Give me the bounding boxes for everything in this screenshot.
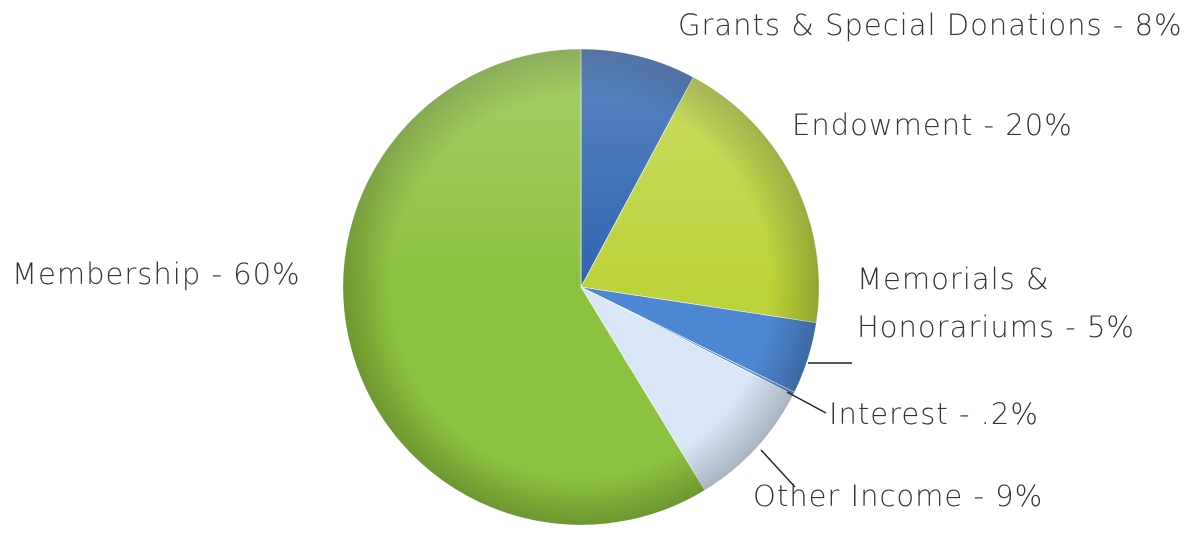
pie-slices bbox=[342, 48, 820, 526]
leader-lines bbox=[760, 362, 852, 488]
leader-line-interest bbox=[786, 391, 827, 414]
leader-line-other-income bbox=[760, 449, 796, 488]
label-memorials-line1: Memorials & bbox=[857, 262, 1050, 296]
label-grants: Grants & Special Donations - 8% bbox=[678, 8, 1183, 42]
slice-labels: Grants & Special Donations - 8% Endowmen… bbox=[12, 8, 1183, 513]
label-endowment: Endowment - 20% bbox=[792, 108, 1073, 142]
label-interest: Interest - .2% bbox=[829, 397, 1039, 431]
label-other-income: Other Income - 9% bbox=[753, 479, 1043, 513]
label-membership: Membership - 60% bbox=[12, 257, 301, 291]
label-memorials-line2: Honorariums - 5% bbox=[857, 310, 1135, 344]
